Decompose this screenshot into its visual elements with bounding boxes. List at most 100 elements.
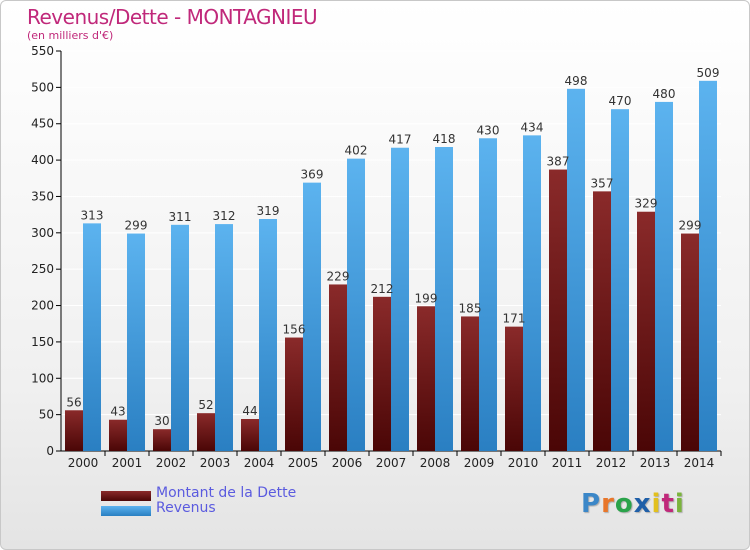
legend-label-revenue: Revenus xyxy=(156,500,216,516)
bar-debt xyxy=(65,410,83,451)
bar-revenue xyxy=(699,80,717,452)
x-tick-label: 2013 xyxy=(640,456,671,470)
bar-debt xyxy=(637,211,655,451)
x-tick-label: 2005 xyxy=(288,456,319,470)
bar-debt xyxy=(197,413,215,451)
x-tick-label: 2012 xyxy=(596,456,627,470)
data-label-debt: 156 xyxy=(283,323,306,337)
x-tick-label: 2014 xyxy=(684,456,715,470)
logo-letter: i xyxy=(651,489,662,519)
bar-revenue xyxy=(479,138,497,452)
data-label-revenue: 418 xyxy=(433,132,456,146)
y-tick-label: 450 xyxy=(31,117,54,131)
bar-revenue xyxy=(655,101,673,451)
bar-debt xyxy=(241,419,259,451)
y-tick-label: 500 xyxy=(31,80,54,94)
legend-label-debt: Montant de la Dette xyxy=(156,485,297,501)
x-tick-label: 2001 xyxy=(112,456,143,470)
proxiti-logo: Proxiti xyxy=(581,489,685,519)
y-tick-label: 200 xyxy=(31,299,54,313)
data-label-debt: 387 xyxy=(547,155,570,169)
data-label-debt: 56 xyxy=(66,395,81,409)
x-tick-label: 2003 xyxy=(200,456,231,470)
bar-debt xyxy=(505,326,523,451)
bars xyxy=(65,80,717,452)
bar-revenue xyxy=(435,147,453,451)
y-tick-label: 100 xyxy=(31,371,54,385)
x-tick-label: 2000 xyxy=(68,456,99,470)
bar-revenue xyxy=(523,135,541,451)
x-tick-label: 2006 xyxy=(332,456,363,470)
data-label-debt: 30 xyxy=(154,414,169,428)
bar-revenue xyxy=(127,233,145,451)
data-label-debt: 229 xyxy=(327,269,350,283)
data-label-revenue: 311 xyxy=(169,210,192,224)
data-label-revenue: 509 xyxy=(697,66,720,80)
x-tick-label: 2011 xyxy=(552,456,583,470)
data-labels: 56 313 43 299 30 311 52 312 44 319 156 369 229 402 212… xyxy=(66,66,719,428)
x-tick-label: 2008 xyxy=(420,456,451,470)
bar-revenue xyxy=(347,158,365,452)
x-tick-label: 2004 xyxy=(244,456,275,470)
x-tick-label: 2009 xyxy=(464,456,495,470)
data-label-revenue: 312 xyxy=(213,209,236,223)
bar-debt xyxy=(593,191,611,451)
x-tick-label: 2007 xyxy=(376,456,407,470)
data-label-revenue: 498 xyxy=(565,74,588,88)
data-label-debt: 43 xyxy=(110,405,125,419)
data-label-debt: 212 xyxy=(371,282,394,296)
y-tick-label: 350 xyxy=(31,189,54,203)
data-label-debt: 52 xyxy=(198,398,213,412)
logo-letter: i xyxy=(674,489,685,519)
bar-revenue xyxy=(611,109,629,451)
bar-debt xyxy=(109,419,127,451)
bar-revenue xyxy=(215,224,233,451)
bar-revenue xyxy=(303,182,321,452)
y-tick-label: 300 xyxy=(31,226,54,240)
data-label-revenue: 470 xyxy=(609,94,632,108)
x-tick-label: 2010 xyxy=(508,456,539,470)
x-tick-label: 2002 xyxy=(156,456,187,470)
data-label-debt: 171 xyxy=(503,312,526,326)
bar-debt xyxy=(417,306,435,451)
legend-swatch-debt xyxy=(101,491,151,501)
data-label-revenue: 319 xyxy=(257,204,280,218)
bar-debt xyxy=(329,284,347,451)
bar-revenue xyxy=(391,147,409,451)
logo-letter: r xyxy=(601,489,615,519)
y-tick-label: 400 xyxy=(31,153,54,167)
data-label-revenue: 313 xyxy=(81,208,104,222)
bar-revenue xyxy=(567,88,585,452)
data-label-revenue: 480 xyxy=(653,87,676,101)
data-label-revenue: 434 xyxy=(521,120,544,134)
data-label-debt: 299 xyxy=(679,219,702,233)
logo-letter: P xyxy=(581,489,602,519)
chart-subtitle: (en milliers d'€) xyxy=(27,29,114,42)
data-label-debt: 357 xyxy=(591,176,614,190)
bar-debt xyxy=(549,169,567,451)
data-label-revenue: 402 xyxy=(345,144,368,158)
y-tick-label: 150 xyxy=(31,335,54,349)
bar-revenue xyxy=(83,223,101,451)
chart-title: Revenus/Dette - MONTAGNIEU xyxy=(27,5,318,29)
data-label-revenue: 430 xyxy=(477,123,500,137)
bar-debt xyxy=(373,296,391,451)
y-tick-label: 0 xyxy=(46,444,54,458)
bar-revenue xyxy=(259,219,277,451)
bar-debt xyxy=(285,337,303,451)
y-tick-label: 250 xyxy=(31,262,54,276)
y-tick-label: 50 xyxy=(39,408,54,422)
bar-debt xyxy=(681,233,699,451)
data-label-debt: 329 xyxy=(635,197,658,211)
legend-swatch-revenue xyxy=(101,506,151,516)
y-tick-label: 550 xyxy=(31,44,54,58)
data-label-revenue: 299 xyxy=(125,219,148,233)
data-label-debt: 44 xyxy=(242,404,257,418)
bar-debt xyxy=(153,429,171,451)
logo-letter: x xyxy=(633,489,652,519)
bar-debt xyxy=(461,316,479,451)
data-label-debt: 199 xyxy=(415,291,438,305)
axes: 0 50 100 150 200 250 300 350 400 450 500 550 2000 200… xyxy=(31,44,722,470)
